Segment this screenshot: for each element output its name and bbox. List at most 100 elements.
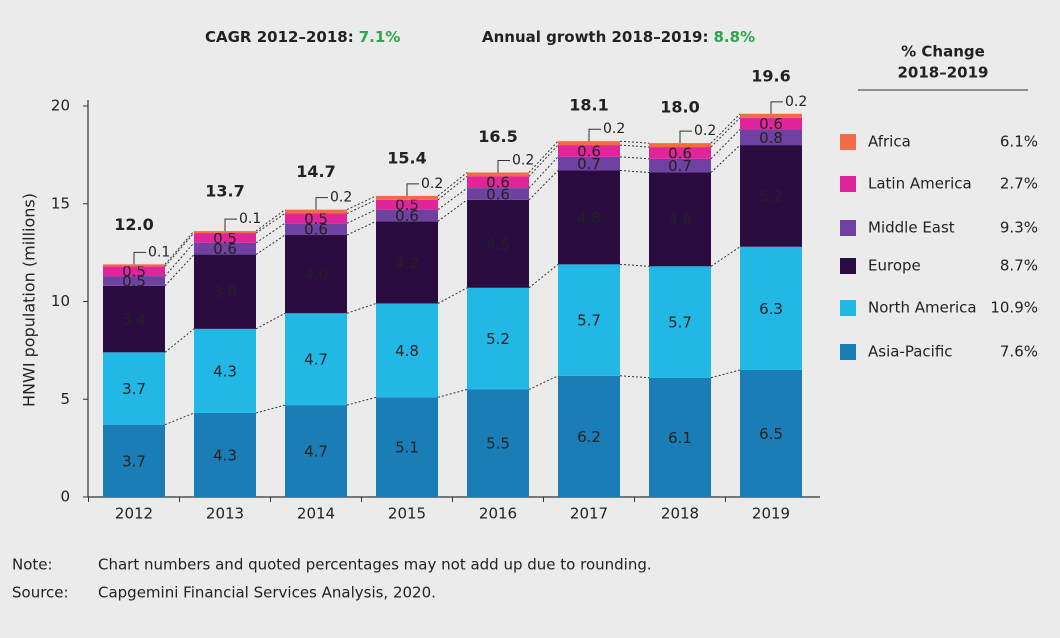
legend-swatch <box>840 300 856 316</box>
source-label: Source: <box>12 584 69 602</box>
connector <box>619 140 650 144</box>
connector <box>528 170 559 201</box>
bar-segment <box>558 141 620 146</box>
segment-label: 0.6 <box>577 142 601 160</box>
callout-line <box>224 218 237 232</box>
bar-segment <box>103 285 165 353</box>
legend-label: Europe <box>868 257 921 275</box>
segment-label: 3.7 <box>122 452 146 470</box>
bar-segment <box>558 145 620 157</box>
segment-label: 0.6 <box>668 144 692 162</box>
segment-label: 0.6 <box>759 115 783 133</box>
connector <box>619 156 650 160</box>
headline-value: 8.8% <box>714 28 756 46</box>
legend-change: 9.3% <box>1000 219 1038 237</box>
segment-label: 0.7 <box>668 157 692 175</box>
bar-segment <box>467 389 529 497</box>
segment-label: 3.7 <box>122 380 146 398</box>
segment-label: 4.5 <box>486 235 510 253</box>
callout-line <box>315 197 328 210</box>
bar-segment <box>285 223 347 236</box>
segment-label: 5.7 <box>577 312 601 330</box>
segment-label: 0.5 <box>122 272 146 290</box>
segment-label: 6.3 <box>759 300 783 318</box>
bar-segment <box>740 117 802 130</box>
bar-segment <box>194 412 256 497</box>
segment-label: 0.1 <box>239 211 261 227</box>
headline-value: 7.1% <box>359 28 401 46</box>
bar-segment <box>558 264 620 376</box>
y-tick-label: 5 <box>60 390 70 408</box>
connector <box>710 113 741 144</box>
connector <box>437 388 468 398</box>
connector <box>164 242 195 277</box>
bar-segment <box>376 397 438 497</box>
segment-label: 4.0 <box>304 266 328 284</box>
bar-segment <box>194 242 256 255</box>
legend-change: 10.9% <box>990 299 1038 317</box>
connector <box>346 209 377 224</box>
bar-segment <box>467 199 529 288</box>
bar-segment <box>194 233 256 243</box>
y-axis-label: HNWI population (millions) <box>20 193 39 407</box>
segment-label: 0.2 <box>785 94 807 110</box>
segment-label: 0.8 <box>759 129 783 147</box>
segment-label: 0.2 <box>330 190 352 206</box>
bar-segment <box>103 264 165 267</box>
connector <box>346 396 377 406</box>
bar-segment <box>103 266 165 277</box>
legend-change: 8.7% <box>1000 257 1038 275</box>
bar-segment <box>194 231 256 234</box>
bar-segment <box>467 287 529 390</box>
connector <box>255 213 286 234</box>
segment-label: 0.5 <box>304 210 328 228</box>
segment-label: 6.5 <box>759 425 783 443</box>
connector <box>619 144 650 148</box>
connector <box>528 375 559 390</box>
bar-segment <box>649 147 711 159</box>
callout-line <box>679 130 692 144</box>
bar-segment <box>376 221 438 304</box>
headline: CAGR 2012–2018: 7.1% <box>205 28 400 46</box>
callout-line <box>406 183 419 196</box>
callout-line <box>497 159 510 173</box>
segment-label: 0.1 <box>148 244 170 260</box>
total-label: 12.0 <box>114 215 153 234</box>
source-text: Capgemini Financial Services Analysis, 2… <box>98 584 436 602</box>
bar-segment <box>649 143 711 148</box>
y-tick-label: 10 <box>51 292 70 310</box>
bar-segment <box>649 377 711 497</box>
bar-segment <box>467 176 529 189</box>
segment-label: 5.2 <box>486 330 510 348</box>
total-label: 18.1 <box>569 96 608 115</box>
connector <box>164 232 195 267</box>
bar-segment <box>285 313 347 406</box>
segment-label: 5.7 <box>668 314 692 332</box>
segment-label: 4.8 <box>577 209 601 227</box>
connector <box>710 144 741 173</box>
segment-label: 3.4 <box>122 311 146 329</box>
bar-segment <box>376 303 438 398</box>
legend-change: 2.7% <box>1000 175 1038 193</box>
bar-segment <box>740 145 802 247</box>
connector <box>710 129 741 160</box>
bar-segment <box>467 188 529 200</box>
callout-line <box>770 101 783 114</box>
connector <box>528 156 559 189</box>
total-label: 15.4 <box>387 148 426 167</box>
bar-segment <box>740 369 802 497</box>
connector <box>619 170 650 173</box>
segment-label: 4.8 <box>395 342 419 360</box>
x-tick-label: 2012 <box>115 505 153 523</box>
x-tick-label: 2013 <box>206 505 244 523</box>
connector <box>255 222 286 244</box>
bar-segment <box>376 195 438 200</box>
segment-label: 0.5 <box>213 229 237 247</box>
x-tick-label: 2016 <box>479 505 517 523</box>
connector <box>710 117 741 148</box>
connector <box>346 195 377 211</box>
connector <box>528 140 559 173</box>
y-tick-label: 15 <box>51 194 70 212</box>
connector <box>164 254 195 287</box>
